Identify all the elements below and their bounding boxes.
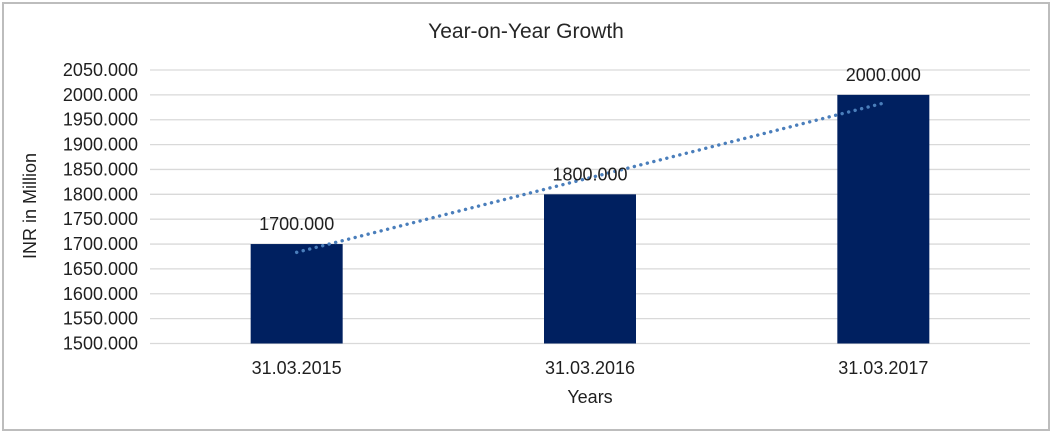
bar [837,94,930,344]
y-tick-label: 2050.000 [63,60,138,80]
y-tick-label: 1850.000 [63,159,138,179]
x-tick-label: 31.03.2016 [545,358,635,378]
y-axis-title: INR in Million [20,153,40,259]
trendline-dotted-line [294,101,886,255]
y-tick-label: 1600.000 [63,284,138,304]
y-tick-label: 1800.000 [63,184,138,204]
y-tick-label: 1900.000 [63,135,138,155]
y-tick-label: 2000.000 [63,85,138,105]
chart-title: Year-on-Year Growth [428,20,624,43]
y-tick-label: 1500.000 [63,334,138,354]
bar-data-label: 2000.000 [846,65,921,85]
bar [544,194,636,344]
y-tick-label: 1650.000 [63,259,138,279]
y-tick-label: 1700.000 [63,234,138,254]
y-axis-tick-labels: 1500.000 1550.000 1600.000 1650.000 1700.000… [63,60,138,354]
x-axis-tick-labels: 31.03.2015 31.03.2016 31.03.2017 [252,358,929,378]
x-tick-label: 31.03.2017 [838,358,928,378]
x-tick-label: 31.03.2015 [252,358,342,378]
bar-data-labels: 1700.000 1800.000 2000.000 [259,65,921,234]
x-axis-title: Years [567,387,612,407]
trendline [294,101,886,255]
y-tick-label: 1750.000 [63,209,138,229]
bar-data-label: 1800.000 [552,164,627,184]
bar-data-label: 1700.000 [259,214,334,234]
y-tick-label: 1950.000 [63,110,138,130]
bar [250,244,343,344]
bar-series [250,94,930,344]
y-tick-label: 1550.000 [63,309,138,329]
